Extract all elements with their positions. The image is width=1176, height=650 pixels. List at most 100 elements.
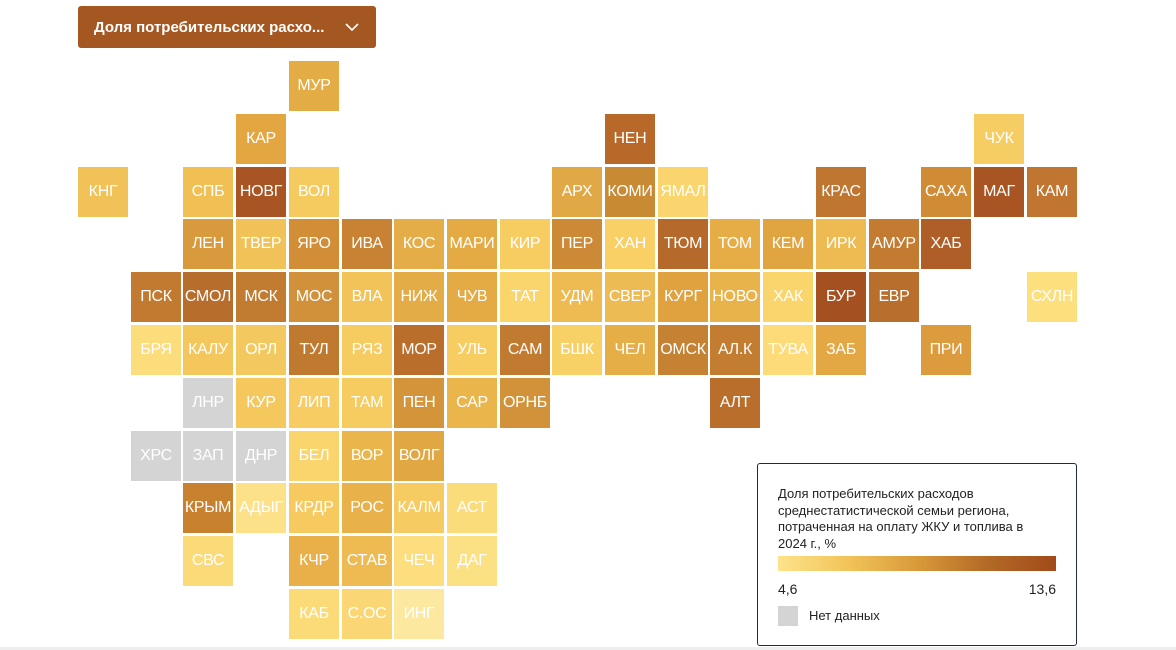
region-tile[interactable]: АСТ	[447, 483, 497, 533]
region-tile[interactable]: САМ	[500, 325, 550, 375]
bottom-divider	[0, 647, 1176, 650]
region-tile[interactable]: КУРГ	[658, 272, 708, 322]
region-tile[interactable]: ДНР	[236, 431, 286, 481]
region-tile[interactable]: СХЛН	[1027, 272, 1077, 322]
region-tile[interactable]: УЛЬ	[447, 325, 497, 375]
region-tile[interactable]: ДАГ	[447, 536, 497, 586]
region-tile[interactable]: КАБ	[289, 589, 339, 639]
region-tile[interactable]: ТАТ	[500, 272, 550, 322]
legend-color-scale	[778, 556, 1056, 571]
region-tile[interactable]: БШК	[552, 325, 602, 375]
region-tile[interactable]: МСК	[236, 272, 286, 322]
region-tile[interactable]: МАГ	[974, 167, 1024, 217]
region-tile[interactable]: КАЛМ	[394, 483, 444, 533]
region-tile[interactable]: БУР	[816, 272, 866, 322]
region-tile[interactable]: НОВГ	[236, 167, 286, 217]
region-tile[interactable]: ТАМ	[342, 378, 392, 428]
region-tile[interactable]: МОР	[394, 325, 444, 375]
region-tile[interactable]: СТАВ	[342, 536, 392, 586]
region-tile[interactable]: ЛНР	[183, 378, 233, 428]
region-tile[interactable]: ЧЕЧ	[394, 536, 444, 586]
region-tile[interactable]: КАР	[236, 114, 286, 164]
region-tile[interactable]: ОМСК	[658, 325, 708, 375]
region-tile[interactable]: МОС	[289, 272, 339, 322]
region-tile[interactable]: ЗАБ	[816, 325, 866, 375]
region-tile[interactable]: РОС	[342, 483, 392, 533]
region-tile[interactable]: ЕВР	[869, 272, 919, 322]
region-tile[interactable]: МУР	[289, 61, 339, 111]
region-tile[interactable]: ЧЕЛ	[605, 325, 655, 375]
region-tile[interactable]: КАМ	[1027, 167, 1077, 217]
region-tile[interactable]: БРЯ	[131, 325, 181, 375]
region-tile[interactable]: КАЛУ	[183, 325, 233, 375]
region-tile[interactable]: ОРНБ	[500, 378, 550, 428]
region-tile[interactable]: ПЕН	[394, 378, 444, 428]
region-tile[interactable]: КРАС	[816, 167, 866, 217]
region-tile[interactable]: УДМ	[552, 272, 602, 322]
region-tile[interactable]: КРЫМ	[183, 483, 233, 533]
region-tile[interactable]: ЛИП	[289, 378, 339, 428]
region-tile[interactable]: АМУР	[869, 219, 919, 269]
region-tile[interactable]: СВЕР	[605, 272, 655, 322]
region-tile[interactable]: АЛ.К	[710, 325, 760, 375]
chevron-down-icon	[345, 23, 359, 32]
region-tile[interactable]: НЕН	[605, 114, 655, 164]
legend-no-data-swatch	[778, 606, 798, 626]
region-tile[interactable]: ОРЛ	[236, 325, 286, 375]
region-tile[interactable]: ТУЛ	[289, 325, 339, 375]
region-tile[interactable]: С.ОС	[342, 589, 392, 639]
region-tile[interactable]: ПСК	[131, 272, 181, 322]
indicator-select[interactable]: Доля потребительских расхо...	[78, 6, 376, 48]
region-tile[interactable]: ТЮМ	[658, 219, 708, 269]
region-tile[interactable]: КИР	[500, 219, 550, 269]
region-tile[interactable]: ИВА	[342, 219, 392, 269]
region-tile[interactable]: КЧР	[289, 536, 339, 586]
region-tile[interactable]: КОМИ	[605, 167, 655, 217]
region-tile[interactable]: ТОМ	[710, 219, 760, 269]
region-tile[interactable]: САХА	[921, 167, 971, 217]
region-tile[interactable]: КОС	[394, 219, 444, 269]
legend-min-value: 4,6	[778, 581, 798, 597]
region-tile[interactable]: ИРК	[816, 219, 866, 269]
region-tile[interactable]: АРХ	[552, 167, 602, 217]
region-tile[interactable]: ВОЛ	[289, 167, 339, 217]
legend-title: Доля потребительских расходов среднестат…	[778, 486, 1024, 551]
region-tile[interactable]: ИНГ	[394, 589, 444, 639]
region-tile[interactable]: НОВО	[710, 272, 760, 322]
region-tile[interactable]: НИЖ	[394, 272, 444, 322]
region-tile[interactable]: КРДР	[289, 483, 339, 533]
region-tile[interactable]: ТУВА	[763, 325, 813, 375]
region-tile[interactable]: ВОР	[342, 431, 392, 481]
region-tile[interactable]: ХАК	[763, 272, 813, 322]
region-tile[interactable]: ЯРО	[289, 219, 339, 269]
region-tile[interactable]: СМОЛ	[183, 272, 233, 322]
region-tile[interactable]: ХАБ	[921, 219, 971, 269]
region-tile[interactable]: КЕМ	[763, 219, 813, 269]
legend: Доля потребительских расходов среднестат…	[757, 463, 1077, 646]
region-tile[interactable]: БЕЛ	[289, 431, 339, 481]
region-tile[interactable]: СВС	[183, 536, 233, 586]
region-tile[interactable]: КУР	[236, 378, 286, 428]
region-tile[interactable]: ПРИ	[921, 325, 971, 375]
region-tile[interactable]: АДЫГ	[236, 483, 286, 533]
region-tile[interactable]: ЧУК	[974, 114, 1024, 164]
region-tile[interactable]: ХАН	[605, 219, 655, 269]
region-tile[interactable]: ВЛА	[342, 272, 392, 322]
region-tile[interactable]: ХРС	[131, 431, 181, 481]
region-tile[interactable]: ЯМАЛ	[658, 167, 708, 217]
region-tile[interactable]: ПЕР	[552, 219, 602, 269]
region-tile[interactable]: СПБ	[183, 167, 233, 217]
region-tile[interactable]: ЗАП	[183, 431, 233, 481]
region-tile[interactable]: ЧУВ	[447, 272, 497, 322]
indicator-select-label: Доля потребительских расхо...	[94, 18, 325, 36]
region-tile[interactable]: КНГ	[78, 167, 128, 217]
legend-no-data-label: Нет данных	[809, 608, 880, 623]
region-tile[interactable]: АЛТ	[710, 378, 760, 428]
region-tile[interactable]: ВОЛГ	[394, 431, 444, 481]
region-tile[interactable]: МАРИ	[447, 219, 497, 269]
region-tile[interactable]: САР	[447, 378, 497, 428]
region-tile[interactable]: ЛЕН	[183, 219, 233, 269]
legend-max-value: 13,6	[1028, 581, 1056, 597]
region-tile[interactable]: ТВЕР	[236, 219, 286, 269]
region-tile[interactable]: РЯЗ	[342, 325, 392, 375]
